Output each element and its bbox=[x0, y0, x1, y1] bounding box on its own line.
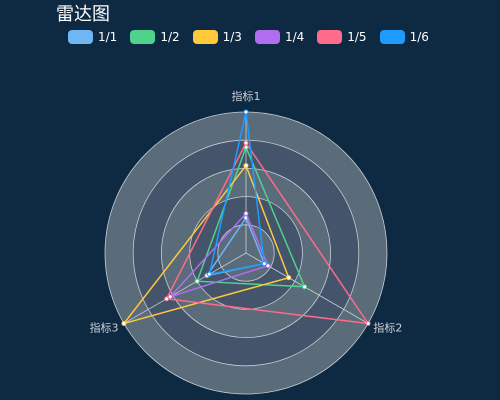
indicator-label: 指标2 bbox=[373, 321, 402, 335]
indicator-label: 指标1 bbox=[232, 89, 261, 103]
radar-axis bbox=[123, 252, 247, 324]
series-line-1-2 bbox=[196, 145, 306, 288]
legend-label: 1/6 bbox=[409, 30, 429, 44]
series-point bbox=[243, 211, 249, 217]
legend-item[interactable]: 1/3 bbox=[192, 30, 242, 44]
series-point bbox=[365, 321, 371, 326]
series-point bbox=[164, 296, 170, 302]
series-point bbox=[286, 275, 292, 281]
legend-label: 1/2 bbox=[160, 30, 180, 44]
legend-item[interactable]: 1/1 bbox=[68, 30, 117, 44]
legend-label: 1/1 bbox=[98, 30, 118, 44]
legend-label: 1/3 bbox=[222, 30, 242, 44]
series-point bbox=[121, 321, 127, 326]
legend-swatch bbox=[379, 30, 405, 44]
legend-item[interactable]: 1/5 bbox=[317, 30, 367, 44]
legend-swatch bbox=[254, 30, 280, 44]
series-line-1-3 bbox=[121, 164, 290, 325]
series-line-1-4 bbox=[167, 212, 270, 299]
legend-item[interactable]: 1/2 bbox=[130, 30, 180, 44]
legend-swatch bbox=[192, 30, 218, 44]
series-point bbox=[261, 261, 267, 267]
legend-item[interactable]: 1/4 bbox=[254, 30, 305, 44]
legend-item[interactable]: 1/6 bbox=[379, 30, 429, 44]
series-line-1-6 bbox=[208, 111, 266, 276]
legend-swatch bbox=[130, 30, 156, 44]
legend-swatch bbox=[68, 30, 93, 44]
indicator-label: 指标3 bbox=[90, 321, 119, 335]
series-point bbox=[206, 271, 212, 277]
legend-swatch bbox=[317, 30, 343, 44]
legend-label: 1/5 bbox=[347, 30, 367, 44]
series-point bbox=[265, 263, 271, 269]
series-point bbox=[243, 163, 249, 169]
legend-label: 1/4 bbox=[284, 30, 305, 44]
legend: 1/1 1/2 1/3 1/4 1/5 1/6 bbox=[68, 30, 429, 44]
series-line-1-5 bbox=[165, 141, 370, 325]
series-point bbox=[243, 140, 249, 146]
series-point bbox=[243, 109, 249, 115]
series-point bbox=[302, 284, 308, 290]
series-point bbox=[194, 278, 200, 284]
chart-title: 雷达图 bbox=[56, 4, 110, 25]
